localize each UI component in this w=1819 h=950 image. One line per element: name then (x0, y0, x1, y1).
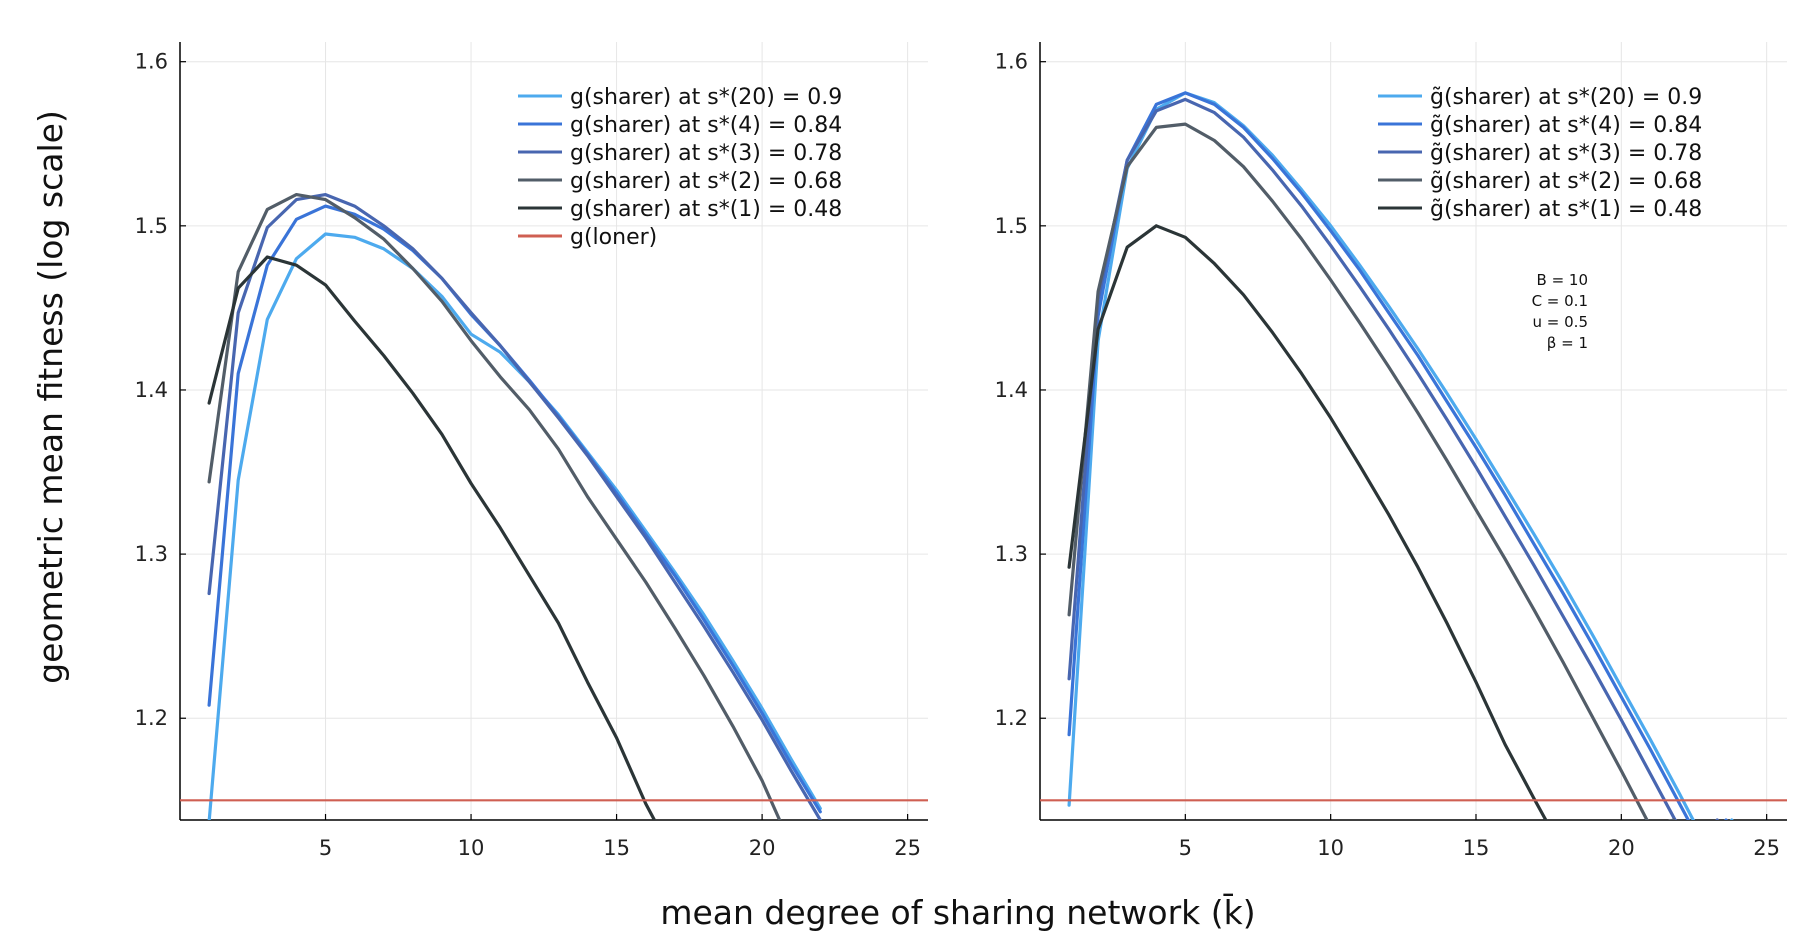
x-tick-label: 20 (1608, 836, 1635, 860)
parameter-annotation: C = 0.1 (1532, 292, 1588, 310)
legend-label: g̃(sharer) at s*(20) = 0.9 (1430, 85, 1702, 110)
legend-label: g(sharer) at s*(1) = 0.48 (570, 197, 842, 222)
y-tick-label: 1.5 (995, 214, 1028, 238)
x-tick-label: 10 (458, 836, 485, 860)
legend-label: g̃(sharer) at s*(4) = 0.84 (1430, 113, 1702, 138)
series-line-2 (207, 193, 822, 820)
y-tick-label: 1.4 (995, 378, 1028, 402)
y-tick-label: 1.6 (135, 50, 168, 74)
y-tick-label: 1.6 (995, 50, 1028, 74)
legend-label: g̃(sharer) at s*(1) = 0.48 (1430, 197, 1702, 222)
y-tick-label: 1.3 (135, 542, 168, 566)
series-line-4 (207, 255, 657, 820)
y-tick-label: 1.3 (995, 542, 1028, 566)
series-line-3 (207, 193, 782, 820)
legend-label: g(loner) (570, 225, 657, 250)
legend-label: g(sharer) at s*(4) = 0.84 (570, 113, 842, 138)
parameter-annotation: β = 1 (1547, 334, 1588, 352)
series-line-0 (207, 232, 822, 820)
y-axis-label: geometric mean fitness (log scale) (31, 110, 70, 684)
series-line-4 (1067, 224, 1548, 820)
x-tick-label: 5 (319, 836, 332, 860)
legend-label: g(sharer) at s*(20) = 0.9 (570, 85, 842, 110)
x-tick-label: 10 (1317, 836, 1344, 860)
left-panel: 5 10 15 20 25 1.2 1.3 1.4 1.5 1.6 g(sharer) at s*(… (135, 42, 928, 860)
series-line-3 (1067, 122, 1676, 820)
x-axis-label: mean degree of sharing network (k̄) (660, 892, 1255, 932)
x-tick-label: 15 (1463, 836, 1490, 860)
legend-label: g̃(sharer) at s*(2) = 0.68 (1430, 169, 1702, 194)
parameter-annotation: u = 0.5 (1533, 313, 1588, 331)
series-line-1 (1067, 91, 1728, 820)
legend-label: g̃(sharer) at s*(3) = 0.78 (1430, 141, 1702, 166)
series-line-2 (1067, 97, 1719, 820)
right-panel: 5 10 15 20 25 1.2 1.3 1.4 1.5 1.6 g̃(sharer) at s*… (995, 42, 1787, 860)
x-tick-label: 25 (1753, 836, 1780, 860)
y-tick-label: 1.2 (135, 706, 168, 730)
parameter-annotation: B = 10 (1537, 271, 1588, 289)
y-tick-label: 1.2 (995, 706, 1028, 730)
x-tick-label: 15 (603, 836, 630, 860)
x-tick-label: 5 (1179, 836, 1192, 860)
legend-label: g(sharer) at s*(3) = 0.78 (570, 141, 842, 166)
y-tick-label: 1.5 (135, 214, 168, 238)
y-tick-label: 1.4 (135, 378, 168, 402)
x-tick-label: 25 (894, 836, 921, 860)
x-tick-label: 20 (749, 836, 776, 860)
legend-label: g(sharer) at s*(2) = 0.68 (570, 169, 842, 194)
